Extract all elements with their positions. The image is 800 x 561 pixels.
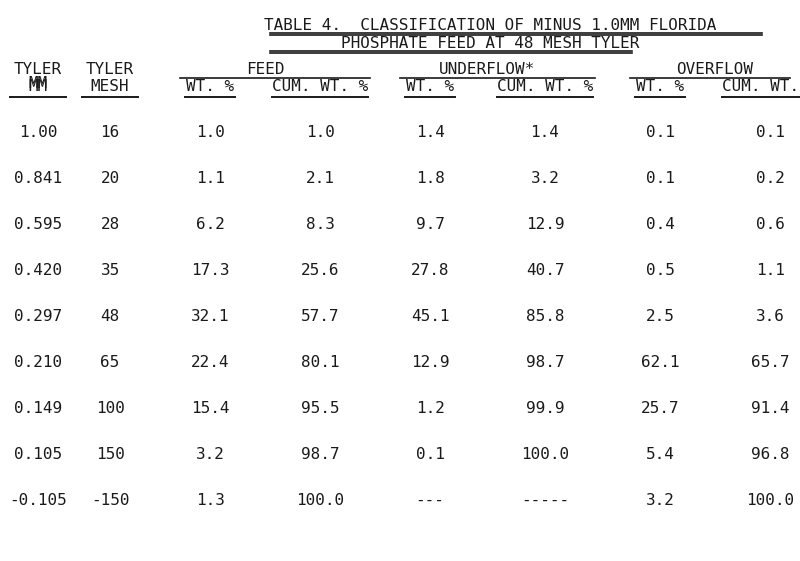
Text: 0.595: 0.595 (14, 217, 62, 232)
Text: 1.1: 1.1 (195, 171, 225, 186)
Text: OVERFLOW: OVERFLOW (677, 62, 754, 77)
Text: TABLE 4.  CLASSIFICATION OF MINUS 1.0MM FLORIDA: TABLE 4. CLASSIFICATION OF MINUS 1.0MM F… (264, 18, 716, 33)
Text: CUM. WT. %: CUM. WT. % (497, 79, 593, 94)
Text: 65.7: 65.7 (750, 355, 790, 370)
Text: 12.9: 12.9 (410, 355, 450, 370)
Text: 0.420: 0.420 (14, 263, 62, 278)
Text: CUM. WT. %: CUM. WT. % (722, 79, 800, 94)
Text: 20: 20 (100, 171, 120, 186)
Text: 6.2: 6.2 (195, 217, 225, 232)
Text: 1.0: 1.0 (195, 125, 225, 140)
Text: TYLER: TYLER (86, 62, 134, 77)
Text: ---: --- (415, 493, 445, 508)
Text: 98.7: 98.7 (526, 355, 564, 370)
Text: 3.2: 3.2 (195, 447, 225, 462)
Text: -----: ----- (521, 493, 569, 508)
Text: 98.7: 98.7 (301, 447, 339, 462)
Text: 62.1: 62.1 (641, 355, 679, 370)
Text: 1.3: 1.3 (195, 493, 225, 508)
Text: 65: 65 (100, 355, 120, 370)
Text: 85.8: 85.8 (526, 309, 564, 324)
Text: 0.1: 0.1 (755, 125, 785, 140)
Text: 100.0: 100.0 (296, 493, 344, 508)
Text: 12.9: 12.9 (526, 217, 564, 232)
Text: 1.4: 1.4 (530, 125, 559, 140)
Text: 57.7: 57.7 (301, 309, 339, 324)
Text: 3.6: 3.6 (755, 309, 785, 324)
Text: 35: 35 (100, 263, 120, 278)
Text: 15.4: 15.4 (190, 401, 230, 416)
Text: 17.3: 17.3 (190, 263, 230, 278)
Text: 45.1: 45.1 (410, 309, 450, 324)
Text: 1.1: 1.1 (755, 263, 785, 278)
Text: 2.5: 2.5 (646, 309, 674, 324)
Text: WT. %: WT. % (636, 79, 684, 94)
Text: 99.9: 99.9 (526, 401, 564, 416)
Text: 0.841: 0.841 (14, 171, 62, 186)
Text: 1.8: 1.8 (415, 171, 445, 186)
Text: -0.105: -0.105 (9, 493, 67, 508)
Text: 80.1: 80.1 (301, 355, 339, 370)
Text: 3.2: 3.2 (646, 493, 674, 508)
Text: 0.1: 0.1 (646, 171, 674, 186)
Text: 48: 48 (100, 309, 120, 324)
Text: 96.8: 96.8 (750, 447, 790, 462)
Text: 0.2: 0.2 (755, 171, 785, 186)
Text: 0.105: 0.105 (14, 447, 62, 462)
Text: 100.0: 100.0 (521, 447, 569, 462)
Text: 100: 100 (95, 401, 125, 416)
Text: 0.4: 0.4 (646, 217, 674, 232)
Text: 22.4: 22.4 (190, 355, 230, 370)
Text: MM: MM (28, 79, 48, 94)
Text: 0.297: 0.297 (14, 309, 62, 324)
Text: 25.6: 25.6 (301, 263, 339, 278)
Text: 1.2: 1.2 (415, 401, 445, 416)
Text: 0.6: 0.6 (755, 217, 785, 232)
Text: CUM. WT. %: CUM. WT. % (272, 79, 368, 94)
Text: 0.210: 0.210 (14, 355, 62, 370)
Text: 16: 16 (100, 125, 120, 140)
Text: 25.7: 25.7 (641, 401, 679, 416)
Text: 1.0: 1.0 (306, 125, 334, 140)
Text: UNDERFLOW*: UNDERFLOW* (439, 62, 536, 77)
Text: 0.149: 0.149 (14, 401, 62, 416)
Text: TYLER: TYLER (14, 62, 62, 77)
Text: 9.7: 9.7 (415, 217, 445, 232)
Text: WT. %: WT. % (186, 79, 234, 94)
Text: 0.1: 0.1 (415, 447, 445, 462)
Text: 5.4: 5.4 (646, 447, 674, 462)
Text: 8.3: 8.3 (306, 217, 334, 232)
Text: MM: MM (28, 76, 48, 91)
Text: 32.1: 32.1 (190, 309, 230, 324)
Text: MESH: MESH (90, 79, 130, 94)
Text: 0.5: 0.5 (646, 263, 674, 278)
Text: 28: 28 (100, 217, 120, 232)
Text: 27.8: 27.8 (410, 263, 450, 278)
Text: 1.4: 1.4 (415, 125, 445, 140)
Text: 0.1: 0.1 (646, 125, 674, 140)
Text: WT. %: WT. % (406, 79, 454, 94)
Text: PHOSPHATE FEED AT 48 MESH TYLER: PHOSPHATE FEED AT 48 MESH TYLER (341, 36, 639, 51)
Text: 40.7: 40.7 (526, 263, 564, 278)
Text: -150: -150 (90, 493, 130, 508)
Text: 100.0: 100.0 (746, 493, 794, 508)
Text: 150: 150 (95, 447, 125, 462)
Text: 1.00: 1.00 (18, 125, 58, 140)
Text: 3.2: 3.2 (530, 171, 559, 186)
Text: 95.5: 95.5 (301, 401, 339, 416)
Text: FEED: FEED (246, 62, 284, 77)
Text: 91.4: 91.4 (750, 401, 790, 416)
Text: 2.1: 2.1 (306, 171, 334, 186)
